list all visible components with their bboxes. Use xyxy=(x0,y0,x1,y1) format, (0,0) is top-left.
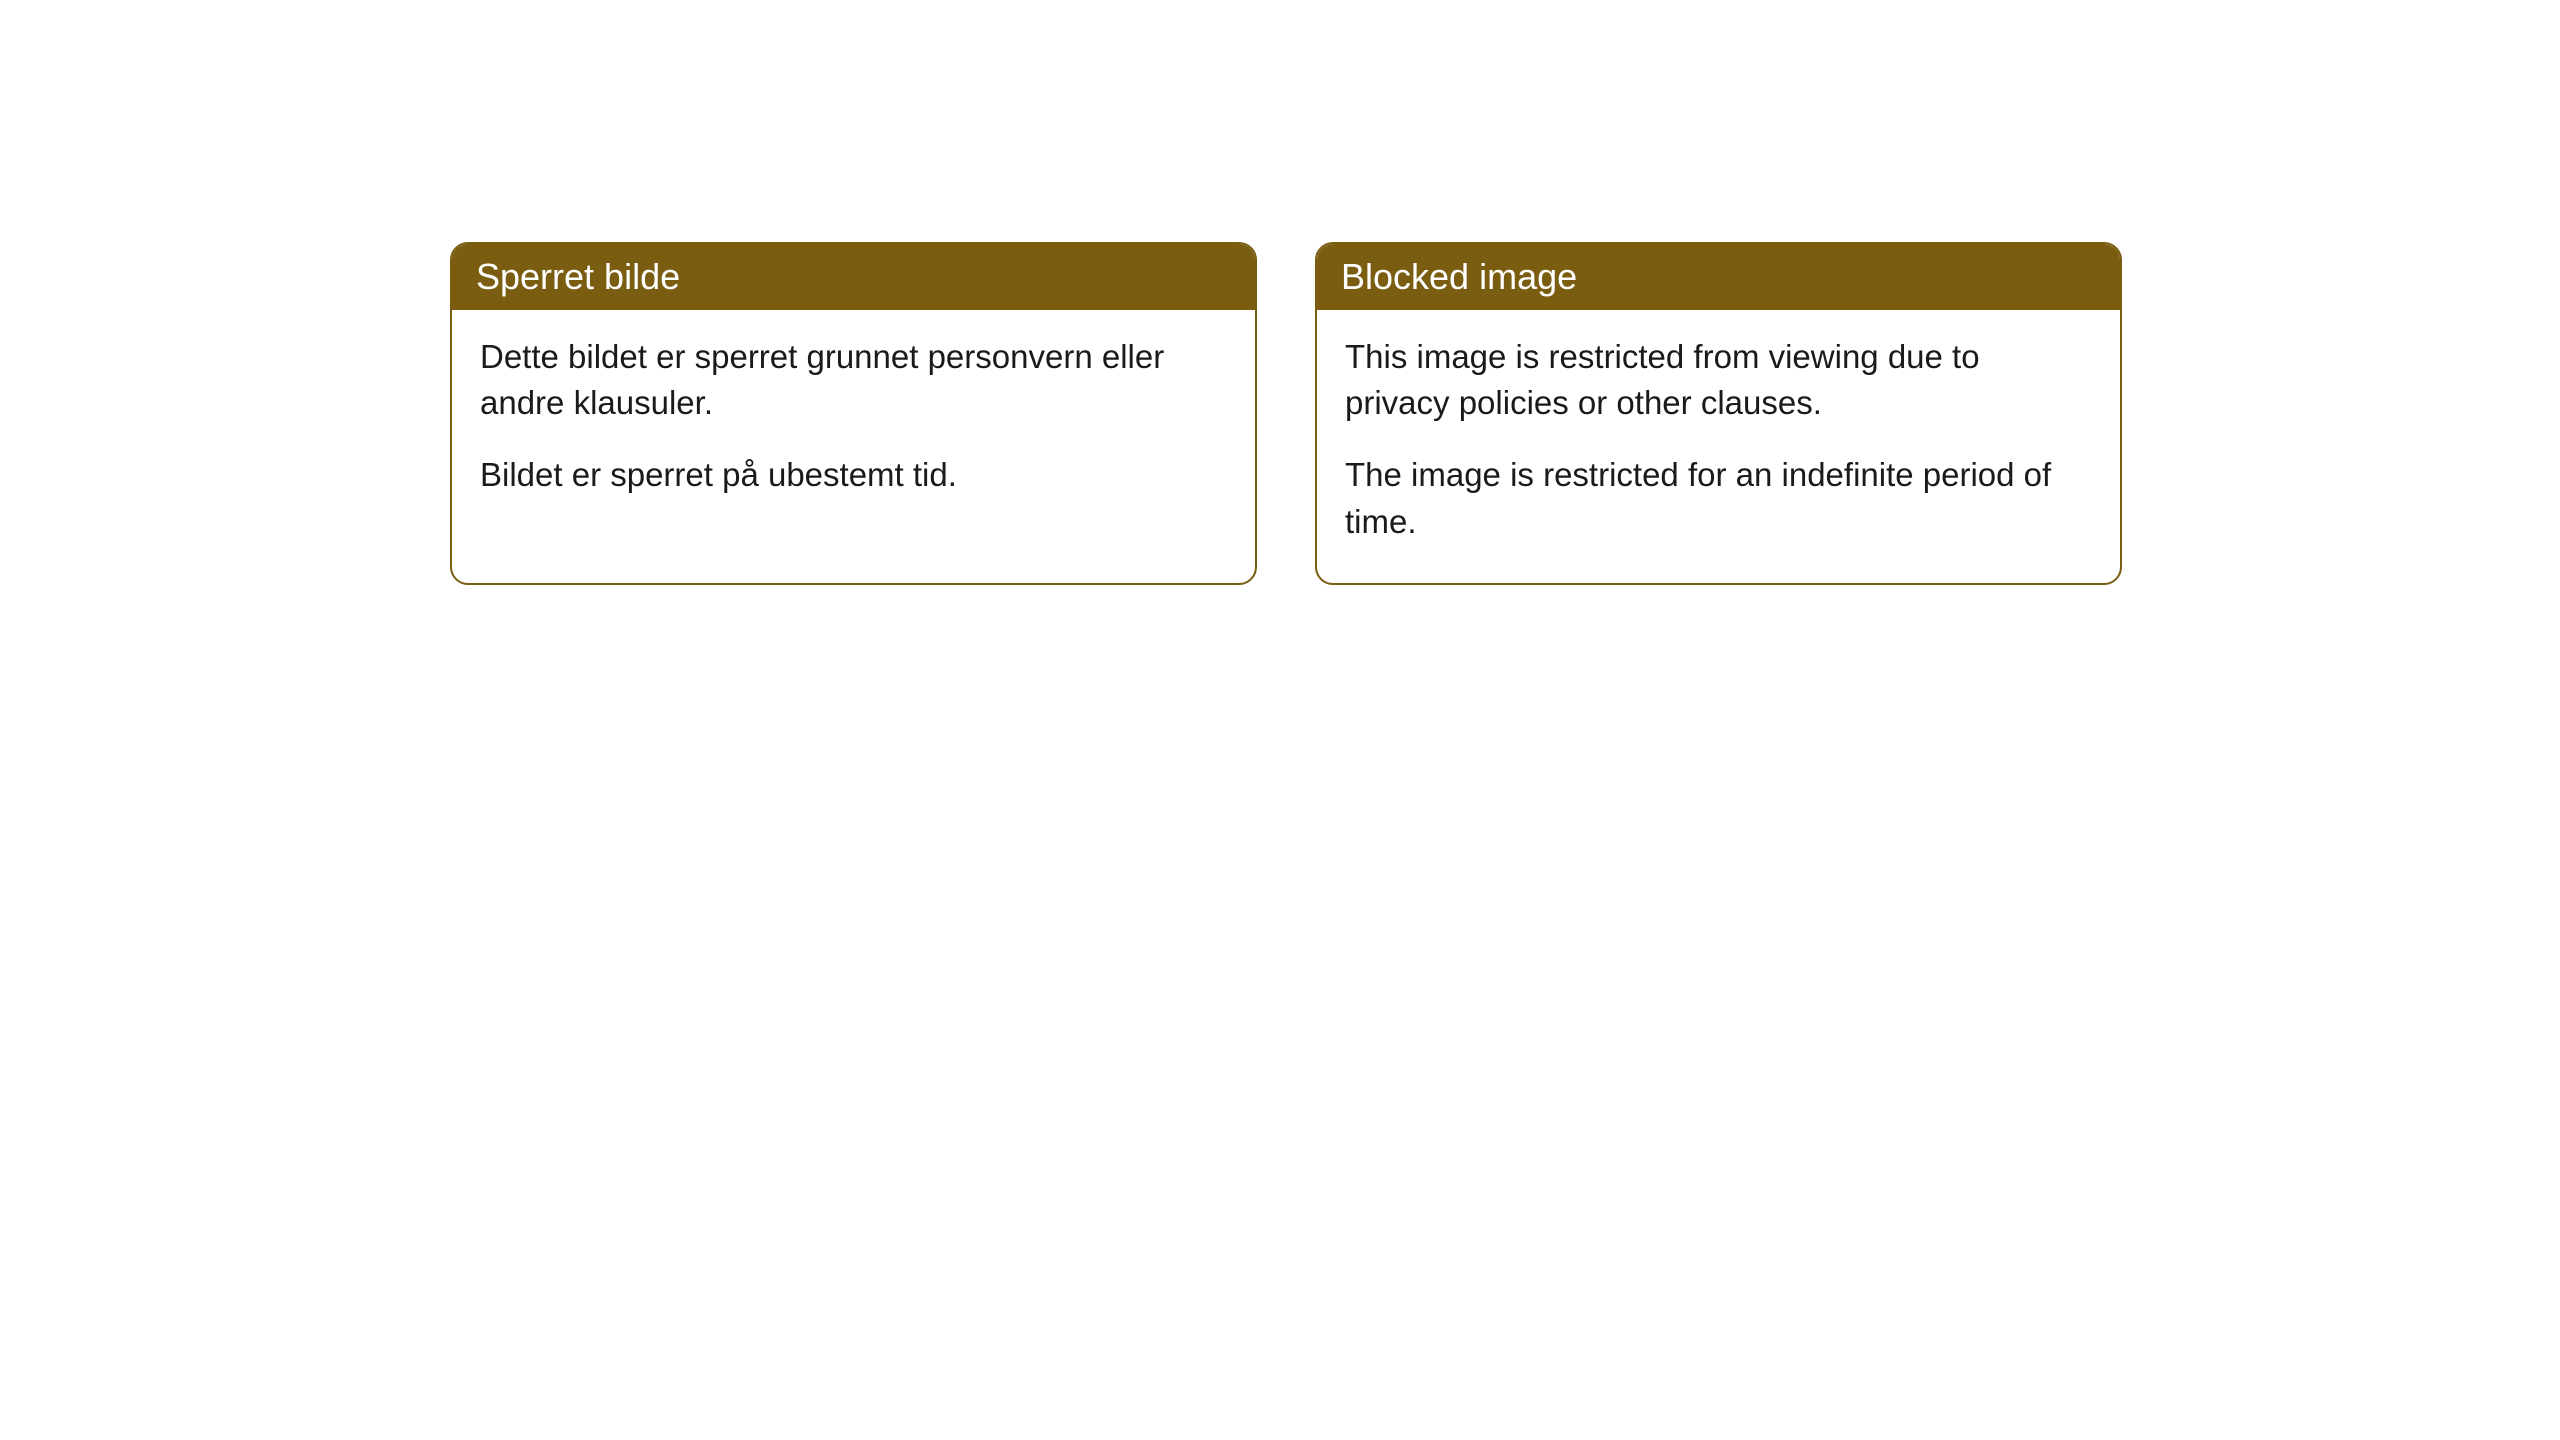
card-header-english: Blocked image xyxy=(1317,244,2120,310)
card-body-english: This image is restricted from viewing du… xyxy=(1317,310,2120,583)
notice-cards-container: Sperret bilde Dette bildet er sperret gr… xyxy=(450,242,2122,585)
blocked-image-card-english: Blocked image This image is restricted f… xyxy=(1315,242,2122,585)
card-paragraph-2-english: The image is restricted for an indefinit… xyxy=(1345,452,2092,544)
card-title-norwegian: Sperret bilde xyxy=(476,256,680,297)
blocked-image-card-norwegian: Sperret bilde Dette bildet er sperret gr… xyxy=(450,242,1257,585)
card-paragraph-1-norwegian: Dette bildet er sperret grunnet personve… xyxy=(480,334,1227,426)
card-body-norwegian: Dette bildet er sperret grunnet personve… xyxy=(452,310,1255,537)
card-header-norwegian: Sperret bilde xyxy=(452,244,1255,310)
card-paragraph-1-english: This image is restricted from viewing du… xyxy=(1345,334,2092,426)
card-title-english: Blocked image xyxy=(1341,256,1577,297)
card-paragraph-2-norwegian: Bildet er sperret på ubestemt tid. xyxy=(480,452,1227,498)
